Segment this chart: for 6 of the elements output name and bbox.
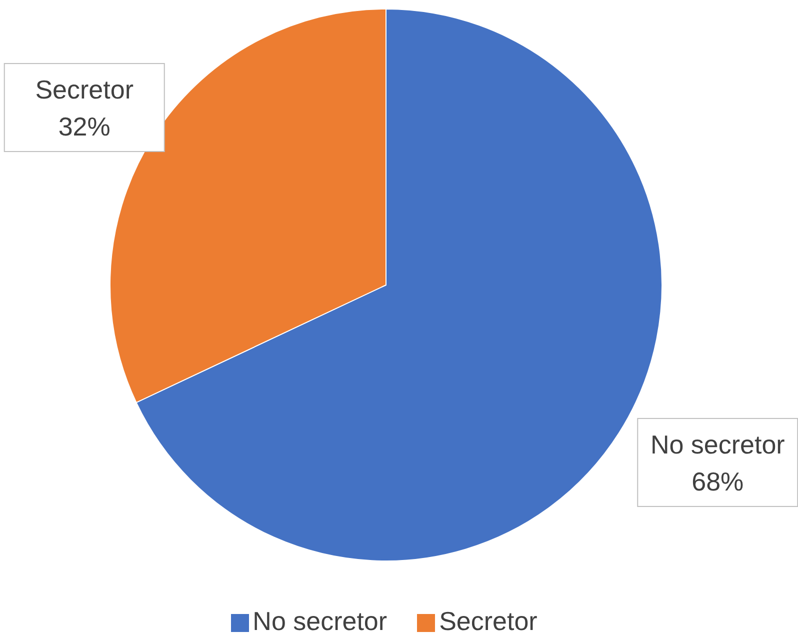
slice-label: Secretor bbox=[35, 74, 134, 105]
data-label: 32% bbox=[58, 112, 110, 142]
legend-label: Secretor bbox=[439, 606, 538, 636]
data-label: 68% bbox=[692, 466, 744, 496]
slice-label: No secretor bbox=[650, 429, 786, 460]
legend-label: No secretor bbox=[252, 606, 388, 636]
